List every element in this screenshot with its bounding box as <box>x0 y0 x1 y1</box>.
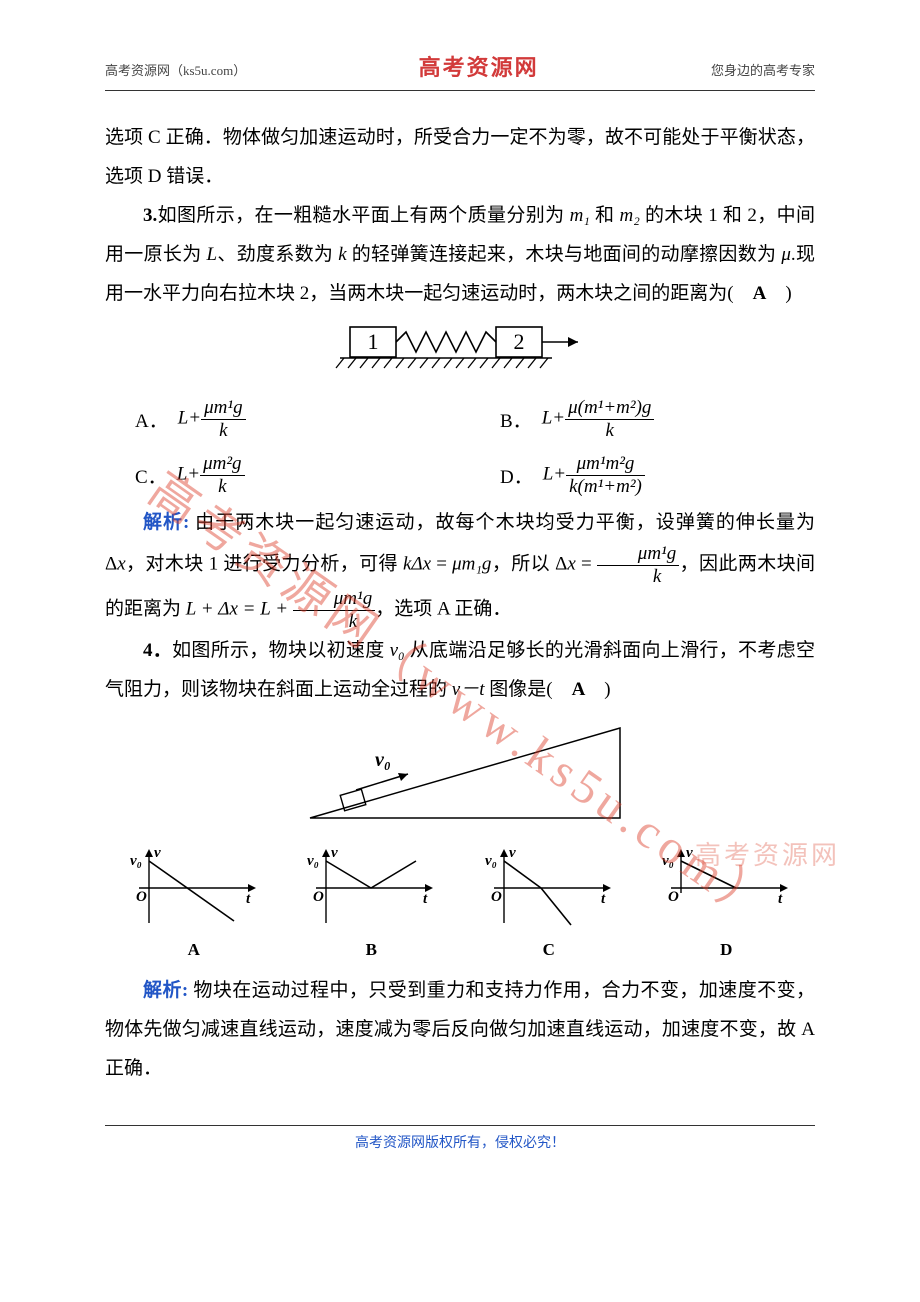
svg-text:v: v <box>154 845 161 861</box>
header-right: 您身边的高考专家 <box>711 60 815 79</box>
svg-text:O: O <box>136 889 147 905</box>
header-title: 高考资源网 <box>419 50 539 82</box>
q4-stem: 4．如图所示，物块以初速度 v₀ 从底端沿足够长的光滑斜面向上滑行，不考虑空气阻… <box>105 632 815 710</box>
svg-text:O: O <box>313 889 324 905</box>
header-rule <box>105 90 815 91</box>
vt-graph-B: v₀ v O t B <box>301 843 441 960</box>
vt-graph-D: v₀ v O t D <box>656 843 796 960</box>
q4-vt-graphs: v₀ v O t A v₀ v O t B <box>105 843 815 960</box>
svg-text:O: O <box>491 889 502 905</box>
vt-graph-C: v₀ v O t C <box>479 843 619 960</box>
svg-text:t: t <box>778 891 783 907</box>
svg-text:v: v <box>509 845 516 861</box>
svg-text:v: v <box>331 845 338 861</box>
footer-rule <box>105 1125 815 1126</box>
q3-choices: A． L+μm¹gk B． L+μ(m¹+m²)gk C． L+μm²gk D．… <box>105 397 815 498</box>
page-header: 高考资源网（ks5u.com） 高考资源网 您身边的高考专家 <box>105 50 815 82</box>
v0-label: v₀ <box>375 749 391 771</box>
svg-text:v₀: v₀ <box>307 853 319 869</box>
q4-analysis: 解析: 物块在运动过程中，只受到重力和支持力作用，合力不变，加速度不变，物体先做… <box>105 972 815 1089</box>
svg-text:v₀: v₀ <box>130 853 142 869</box>
svg-text:v₀: v₀ <box>485 853 497 869</box>
q4-answer: A <box>572 679 586 700</box>
svg-text:t: t <box>601 891 606 907</box>
q3-analysis: 解析: 由于两木块一起匀速运动，故每个木块均受力平衡，设弹簧的伸长量为 Δx，对… <box>105 504 815 632</box>
q3-choice-B: B． L+μ(m¹+m²)gk <box>470 397 815 442</box>
q3-choice-C: C． L+μm²gk <box>105 453 450 498</box>
footer-text: 高考资源网版权所有，侵权必究！ <box>105 1132 815 1152</box>
q3-figure: 1 2 <box>105 322 815 387</box>
q3-stem: 3.如图所示，在一粗糙水平面上有两个质量分别为 m₁ 和 m₂ 的木块 1 和 … <box>105 197 815 314</box>
svg-text:t: t <box>423 891 428 907</box>
q4-incline-figure: v₀ <box>105 718 815 833</box>
vt-graph-A: v₀ v O t A <box>124 843 264 960</box>
svg-text:v₀: v₀ <box>662 853 674 869</box>
analysis-label-2: 解析: <box>143 980 188 1001</box>
q3-choice-A: A． L+μm¹gk <box>105 397 450 442</box>
box1-label: 1 <box>368 329 379 354</box>
svg-text:O: O <box>668 889 679 905</box>
svg-text:v: v <box>686 845 693 861</box>
q3-number: 3. <box>143 205 157 226</box>
q3-answer: A <box>753 283 767 304</box>
intro-paragraph: 选项 C 正确．物体做匀加速运动时，所受合力一定不为零，故不可能处于平衡状态，选… <box>105 119 815 197</box>
box2-label: 2 <box>514 329 525 354</box>
analysis-label: 解析: <box>143 512 189 533</box>
svg-text:t: t <box>246 891 251 907</box>
q3-choice-D: D． L+μm¹m²gk(m¹+m²) <box>470 453 815 498</box>
q4-number: 4． <box>143 640 172 661</box>
header-left: 高考资源网（ks5u.com） <box>105 60 246 79</box>
